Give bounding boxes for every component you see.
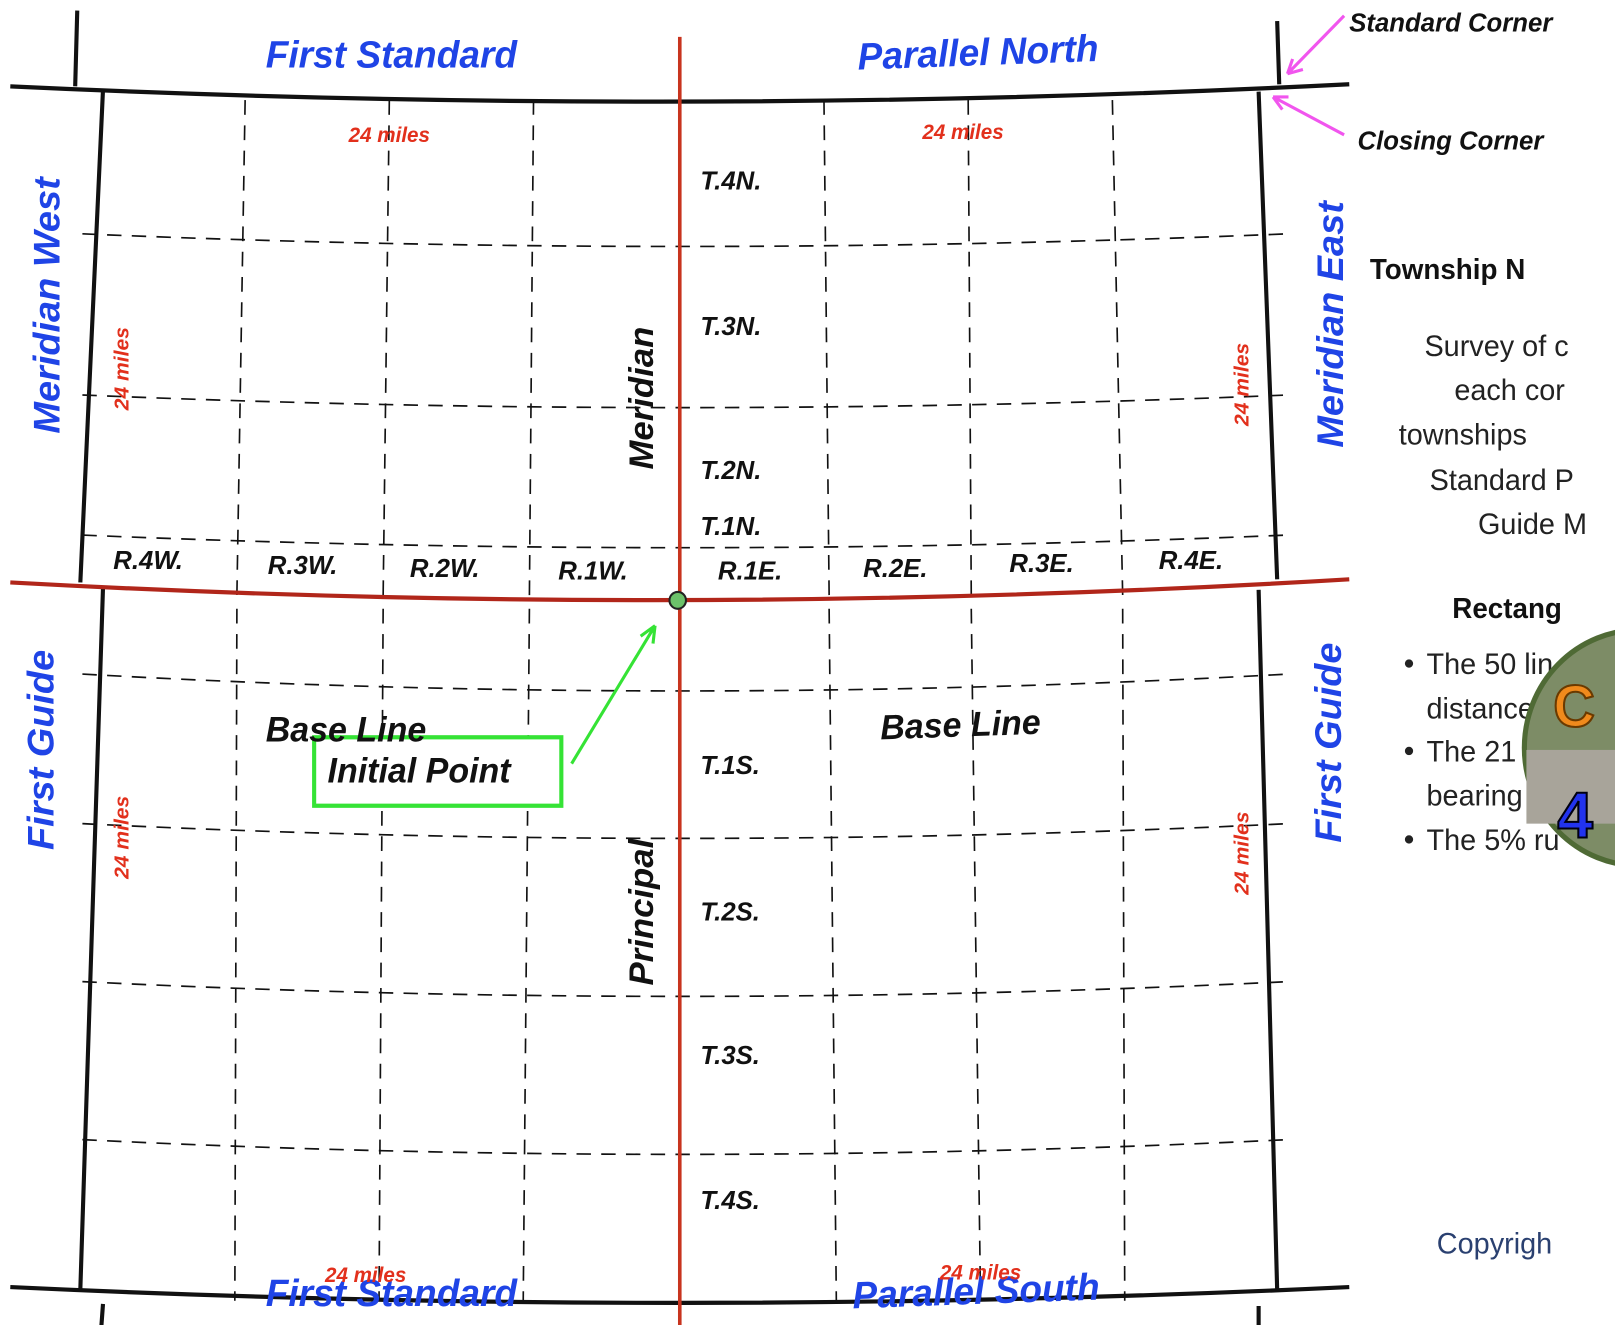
grid-line [378, 608, 384, 1301]
grid-line [82, 673, 1288, 692]
distance-label: 24 miles [348, 124, 430, 147]
township-labels: T.4N. T.3N. T.2N. T.1N. T.1S. T.2S. T.3S. T.4S.… [111, 121, 1253, 1287]
grid-line [82, 1138, 1288, 1156]
grid-line [234, 608, 238, 1301]
text: Standard P [1430, 464, 1574, 496]
arrows [570, 14, 1346, 765]
label: Initial Point [328, 752, 513, 790]
text: The 5% ru [1427, 825, 1560, 857]
text: The 50 lin [1427, 649, 1554, 681]
text: bearing [1427, 780, 1523, 812]
logo-road [1526, 749, 1615, 824]
label: First Guide [20, 650, 62, 850]
range-label: R.2W. [410, 553, 480, 583]
closing-arrow [1271, 95, 1345, 137]
label: Base Line [266, 711, 427, 749]
distance-label: 24 miles [921, 121, 1003, 144]
label: First Standard [266, 1272, 518, 1314]
initial-point-box [312, 735, 564, 808]
distance-label: 24 miles [1231, 343, 1254, 427]
range-label: R.4E. [1159, 544, 1223, 574]
grid-line [970, 608, 982, 1301]
text: each cor [1454, 375, 1565, 407]
grid-line [82, 980, 1288, 998]
range-label: R.1E. [718, 555, 782, 585]
heading: Township N [1370, 254, 1525, 285]
grid-line [1121, 608, 1126, 1301]
dashed-grid [82, 100, 1288, 1301]
initial-arrow [570, 624, 657, 765]
text: Guide M [1478, 509, 1587, 541]
range-label: R.3E. [1009, 548, 1073, 578]
grid-line [528, 100, 535, 596]
distance-label: 24 miles [111, 796, 134, 880]
distance-label: 24 miles [939, 1262, 1021, 1285]
label: Meridian West [26, 176, 68, 434]
bullet [1404, 746, 1414, 756]
grid-line [82, 822, 1288, 840]
bullet [1404, 659, 1414, 668]
township-label: T.4N. [700, 165, 761, 195]
distance-label: 24 miles [324, 1264, 406, 1287]
label: Principal [623, 837, 661, 985]
initial-point-dot [668, 590, 687, 610]
township-label: T.3S. [700, 1040, 760, 1070]
bullet [1404, 835, 1414, 844]
range-label: R.3W. [268, 550, 338, 580]
text: distance [1427, 693, 1534, 725]
grid-line [82, 534, 1288, 549]
grid-line [82, 394, 1288, 409]
label: Meridian East [1309, 200, 1351, 448]
range-label: R.2E. [863, 553, 927, 583]
copyright: Copyrigh [1437, 1228, 1552, 1260]
grid-line [236, 100, 246, 596]
logo-letter: 4 [1557, 779, 1593, 852]
text: townships [1399, 419, 1527, 451]
logo: C 4 [1521, 629, 1615, 866]
grid-line [82, 232, 1288, 248]
label: Standard Corner [1349, 7, 1554, 37]
township-label: T.1N. [700, 511, 761, 541]
range-label: R.1W. [558, 555, 628, 585]
label: Meridian [623, 327, 661, 470]
grid-line [382, 100, 391, 596]
guide-meridians [78, 89, 1280, 1291]
distance-label: 24 miles [111, 327, 134, 411]
distance-label: 24 miles [1231, 812, 1254, 896]
grid-line [823, 100, 830, 596]
township-label: T.3N. [700, 311, 761, 341]
township-label: T.1S. [700, 750, 760, 780]
label: First Standard [266, 33, 518, 75]
township-label: T.4S. [700, 1185, 760, 1215]
label: First Guide [1307, 642, 1349, 842]
standard-arrow [1286, 14, 1346, 76]
corner-stubs [73, 10, 1282, 1325]
grid-line [522, 608, 531, 1301]
township-label: T.2N. [700, 455, 761, 485]
range-label: R.4W. [113, 544, 183, 574]
logo-letter: C [1553, 674, 1595, 740]
label: Closing Corner [1358, 125, 1546, 155]
grid-line [1111, 100, 1124, 596]
label: Parallel South [852, 1265, 1101, 1316]
label: Parallel North [857, 27, 1099, 78]
text: Survey of c [1424, 331, 1568, 363]
township-label: T.2S. [700, 896, 760, 926]
grid-line [967, 100, 973, 596]
grid-line [828, 608, 838, 1301]
label: Base Line [880, 703, 1042, 747]
heading: Rectang [1452, 593, 1562, 624]
